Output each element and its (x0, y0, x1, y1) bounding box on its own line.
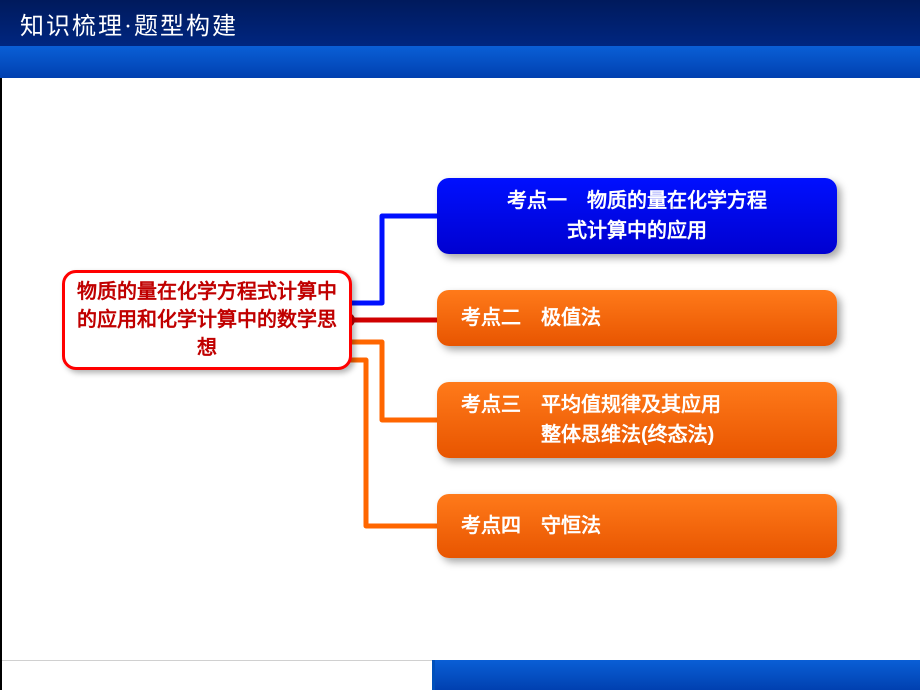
topic-box-1[interactable]: 考点一 物质的量在化学方程 式计算中的应用 (437, 178, 837, 254)
content-area: 物质的量在化学方程式计算中的应用和化学计算中的数学思想 考点一 物质的量在化学方… (0, 78, 920, 690)
connector-line-1 (342, 216, 437, 303)
topic-text-1: 考点一 物质的量在化学方程 式计算中的应用 (507, 186, 767, 246)
header-bar: 知识梳理·题型构建 (0, 0, 920, 46)
topic-text-3: 考点三 平均值规律及其应用 整体思维法(终态法) (461, 390, 721, 450)
header-title: 知识梳理·题型构建 (20, 6, 238, 41)
main-topic-box: 物质的量在化学方程式计算中的应用和化学计算中的数学思想 (62, 270, 352, 370)
topic-box-4[interactable]: 考点四 守恒法 (437, 494, 837, 558)
topic-box-3[interactable]: 考点三 平均值规律及其应用 整体思维法(终态法) (437, 382, 837, 458)
subheader-bar (0, 46, 920, 78)
topic-text-2: 考点二 极值法 (461, 303, 601, 333)
main-topic-text: 物质的量在化学方程式计算中的应用和化学计算中的数学思想 (77, 278, 337, 362)
topic-text-4: 考点四 守恒法 (461, 511, 601, 541)
topic-box-2[interactable]: 考点二 极值法 (437, 290, 837, 346)
